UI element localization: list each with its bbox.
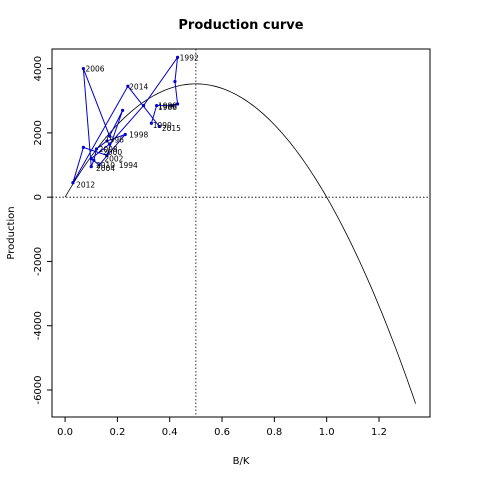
- data-point: [94, 147, 99, 151]
- point-label-1994: 1994: [119, 161, 138, 170]
- observed-series-layer: [71, 55, 180, 185]
- data-point: [105, 153, 109, 157]
- point-label-2012: 2012: [76, 180, 95, 189]
- y-tick-label: -2000: [33, 247, 44, 276]
- data-point: [123, 132, 127, 137]
- data-point: [175, 102, 180, 106]
- data-point: [97, 163, 101, 167]
- data-point: [141, 103, 146, 108]
- plot-frame: [51, 48, 431, 418]
- point-label-2000: 2000: [103, 148, 122, 157]
- data-point: [107, 142, 112, 146]
- data-point: [89, 156, 93, 161]
- chart-title: Production curve: [178, 18, 303, 33]
- y-tick-label: 2000: [33, 120, 44, 145]
- data-point: [173, 79, 177, 84]
- y-tick-label: 4000: [33, 56, 44, 81]
- point-label-1996: 1996: [105, 135, 124, 144]
- y-axis-label: Production: [6, 206, 17, 259]
- data-point: [121, 108, 125, 112]
- production-curve-layer: [64, 83, 416, 404]
- point-label-1988: 1988: [158, 102, 177, 111]
- data-point: [89, 165, 93, 169]
- point-label-2010: 2010: [96, 161, 115, 170]
- point-label-2014: 2014: [129, 82, 148, 91]
- y-tick-label: 0: [33, 194, 44, 200]
- data-point: [81, 67, 85, 71]
- x-tick-label: 0.8: [266, 427, 282, 438]
- x-axis-label: B/K: [233, 456, 250, 467]
- x-tick-label: 0.0: [57, 427, 73, 438]
- x-tick-label: 1.2: [371, 427, 387, 438]
- point-label-1988: 1988: [158, 103, 177, 112]
- data-point: [149, 121, 154, 125]
- data-point: [105, 139, 109, 143]
- point-label-1998: 1998: [129, 130, 148, 139]
- production-curve-line: [64, 83, 416, 404]
- data-point: [107, 134, 112, 138]
- y-axis: -6000 -4000 -2000 0 2000 4000: [33, 56, 52, 405]
- x-tick-label: 0.4: [162, 427, 178, 438]
- data-point: [81, 145, 85, 149]
- data-point: [157, 124, 161, 129]
- data-point: [170, 103, 174, 108]
- data-point: [92, 158, 96, 162]
- x-tick-label: 0.2: [109, 427, 125, 438]
- x-tick-label: 1.0: [319, 427, 335, 438]
- point-label-2004: 2004: [96, 164, 115, 173]
- point-label-2008: 2008: [99, 145, 118, 154]
- point-labels: 1988198819921994199619982000200220042006…: [76, 53, 199, 189]
- y-tick-label: -6000: [33, 375, 44, 404]
- point-label-2006: 2006: [85, 65, 104, 74]
- data-point: [175, 55, 180, 59]
- point-label-2015: 2015: [162, 124, 181, 133]
- x-tick-label: 0.6: [214, 427, 230, 438]
- point-label-1992: 1992: [180, 53, 199, 62]
- data-point: [71, 181, 75, 185]
- y-tick-label: -4000: [33, 311, 44, 340]
- point-label-1990: 1990: [153, 121, 172, 130]
- data-point: [155, 103, 159, 108]
- x-axis: 0.0 0.2 0.4 0.6 0.8 1.0 1.2: [57, 417, 387, 438]
- data-point: [126, 84, 130, 88]
- point-label-2002: 2002: [104, 155, 123, 164]
- reference-lines: [52, 49, 430, 417]
